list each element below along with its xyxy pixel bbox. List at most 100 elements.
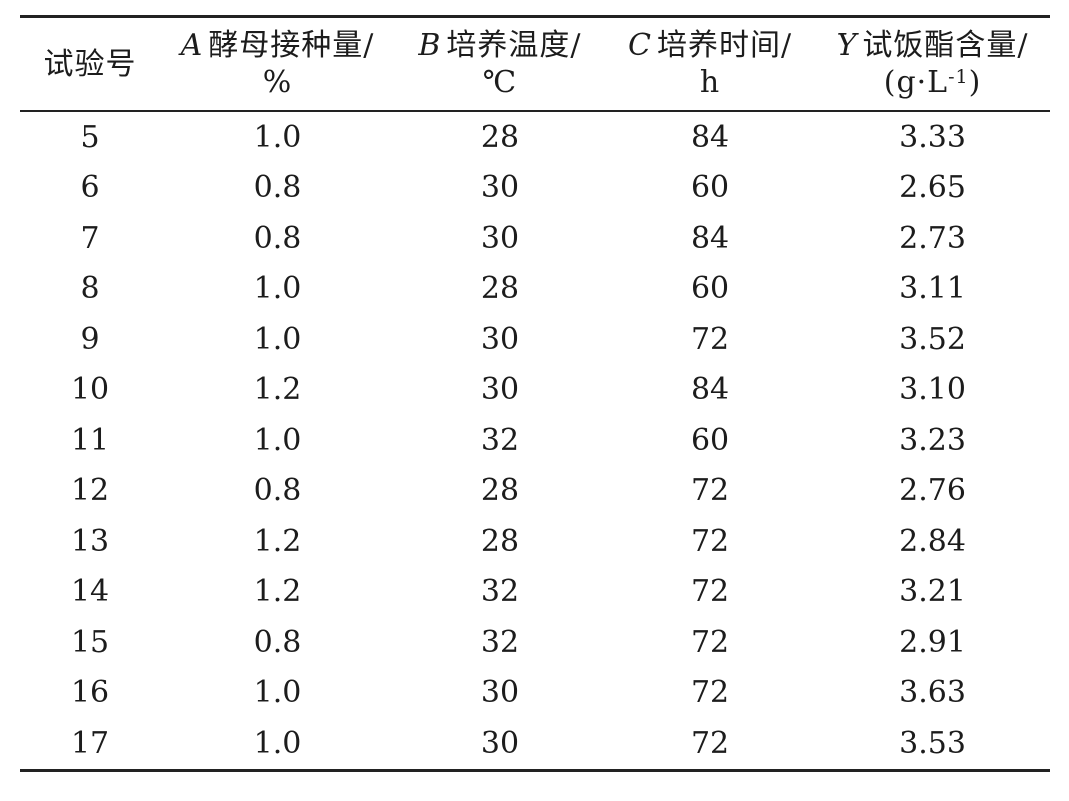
table-cell: 30 — [480, 725, 520, 761]
table-cell: 3.11 — [899, 271, 966, 307]
table-row: 14 1.2 32 72 3.21 — [20, 567, 1050, 618]
column-header-unit: (g·L-1) — [883, 65, 982, 100]
column-header-1: A 酵母接种量/% — [160, 27, 395, 101]
table-row: 12 0.8 28 72 2.76 — [20, 466, 1050, 517]
variable-letter: Y — [836, 28, 857, 63]
table-cell: 30 — [480, 220, 520, 256]
table-cell: 72 — [690, 473, 730, 509]
column-header-label: B 培养温度/ — [418, 28, 582, 63]
table-cell: 60 — [690, 422, 730, 458]
table-cell: 32 — [480, 624, 520, 660]
table-row: 7 0.8 30 84 2.73 — [20, 213, 1050, 264]
table-cell: 2.84 — [899, 523, 966, 559]
table-row: 16 1.0 30 72 3.63 — [20, 668, 1050, 719]
table-cell: 13 — [70, 523, 110, 559]
table-cell: 3.10 — [899, 372, 966, 408]
column-header-label: C 培养时间/ — [628, 28, 793, 63]
table-row: 10 1.2 30 84 3.10 — [20, 365, 1050, 416]
table-cell: 12 — [70, 473, 110, 509]
table-cell: 6 — [80, 170, 100, 206]
table-cell: 10 — [70, 372, 110, 408]
table-cell: 60 — [690, 170, 730, 206]
table-cell: 2.73 — [899, 220, 966, 256]
table-cell: 15 — [70, 624, 110, 660]
table-cell: 3.21 — [899, 574, 966, 610]
table-cell: 11 — [70, 422, 110, 458]
variable-letter: C — [628, 28, 651, 63]
table-cell: 0.8 — [253, 220, 302, 256]
table-cell: 1.2 — [253, 574, 302, 610]
table-cell: 3.63 — [899, 675, 966, 711]
table-top-rule — [20, 15, 1050, 18]
table-cell: 84 — [690, 372, 730, 408]
column-header-unit: h — [699, 65, 721, 100]
table-bottom-rule — [20, 768, 1050, 772]
table-cell: 28 — [480, 271, 520, 307]
table-cell: 32 — [480, 422, 520, 458]
table-row: 11 1.0 32 60 3.23 — [20, 415, 1050, 466]
header-separator-rule — [20, 110, 1050, 112]
table-cell: 28 — [480, 473, 520, 509]
table-cell: 72 — [690, 574, 730, 610]
table-cell: 30 — [480, 372, 520, 408]
table-cell: 14 — [70, 574, 110, 610]
table-row: 8 1.0 28 60 3.11 — [20, 264, 1050, 315]
column-header-2: B 培养温度/℃ — [395, 27, 605, 101]
table-cell: 72 — [690, 725, 730, 761]
table-cell: 0.8 — [253, 170, 302, 206]
table-row: 9 1.0 30 72 3.52 — [20, 314, 1050, 365]
table-cell: 30 — [480, 170, 520, 206]
table-cell: 2.65 — [899, 170, 966, 206]
table-cell: 3.52 — [899, 321, 966, 357]
column-header-0: 试验号 — [20, 46, 160, 83]
table-cell: 16 — [70, 675, 110, 711]
table-cell: 72 — [690, 523, 730, 559]
table-cell: 1.0 — [253, 422, 302, 458]
table-cell: 72 — [690, 675, 730, 711]
column-header-3: C 培养时间/h — [605, 27, 815, 101]
table-cell: 3.33 — [899, 119, 966, 155]
table-header-row: 试验号 A 酵母接种量/% B 培养温度/℃ C 培养时间/h Y 试饭酯含量/(g·L-1) — [20, 18, 1050, 110]
column-header-unit: % — [262, 65, 293, 100]
column-header-4: Y 试饭酯含量/(g·L-1) — [815, 27, 1050, 101]
table-cell: 28 — [480, 119, 520, 155]
table-cell: 1.0 — [253, 725, 302, 761]
table-cell: 9 — [80, 321, 100, 357]
table-cell: 17 — [70, 725, 110, 761]
table-cell: 72 — [690, 321, 730, 357]
column-header-label: 试验号 — [43, 46, 137, 82]
table-cell: 5 — [80, 119, 100, 155]
table-cell: 0.8 — [253, 624, 302, 660]
table-cell: 0.8 — [253, 473, 302, 509]
variable-letter: B — [418, 28, 441, 63]
table-cell: 1.0 — [253, 271, 302, 307]
table-row: 6 0.8 30 60 2.65 — [20, 163, 1050, 214]
table-cell: 3.53 — [899, 725, 966, 761]
table-cell: 72 — [690, 624, 730, 660]
table-cell: 2.76 — [899, 473, 966, 509]
column-header-label: Y 试饭酯含量/ — [836, 28, 1029, 63]
table-cell: 1.2 — [253, 523, 302, 559]
table-cell: 3.23 — [899, 422, 966, 458]
table-row: 17 1.0 30 72 3.53 — [20, 718, 1050, 769]
table-cell: 28 — [480, 523, 520, 559]
table-cell: 30 — [480, 675, 520, 711]
table-cell: 1.2 — [253, 372, 302, 408]
table-cell: 1.0 — [253, 675, 302, 711]
experiment-table: 试验号 A 酵母接种量/% B 培养温度/℃ C 培养时间/h Y 试饭酯含量/(g·L-1) … — [20, 15, 1050, 772]
table-body: 5 1.0 28 84 3.33 6 0.8 30 60 2.65 7 0.8 30 84 2.73 8 1.0… — [20, 112, 1050, 769]
table-cell: 60 — [690, 271, 730, 307]
table-row: 13 1.2 28 72 2.84 — [20, 516, 1050, 567]
table-cell: 84 — [690, 119, 730, 155]
table-cell: 32 — [480, 574, 520, 610]
table-row: 5 1.0 28 84 3.33 — [20, 112, 1050, 163]
column-header-label: A 酵母接种量/ — [180, 28, 375, 63]
table-row: 15 0.8 32 72 2.91 — [20, 617, 1050, 668]
table-cell: 7 — [80, 220, 100, 256]
table-cell: 2.91 — [899, 624, 966, 660]
column-header-unit: ℃ — [482, 65, 518, 100]
variable-letter: A — [180, 28, 203, 63]
table-cell: 1.0 — [253, 321, 302, 357]
table-cell: 1.0 — [253, 119, 302, 155]
